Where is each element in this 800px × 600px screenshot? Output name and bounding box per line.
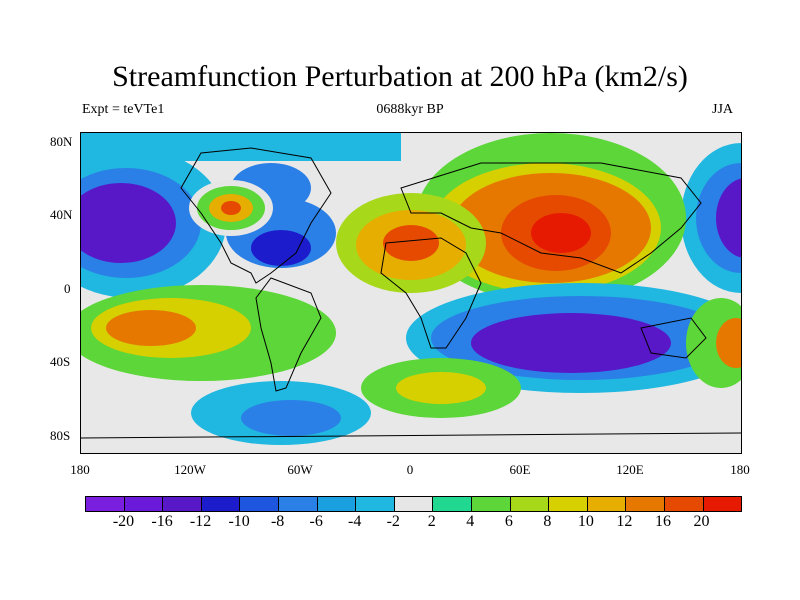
southern-ocean-high-core [716, 318, 741, 368]
lat-tick-80s: 80S [50, 428, 71, 443]
colorbar-swatch [549, 497, 588, 511]
colorbar-swatch [240, 497, 279, 511]
colorbar-label: -12 [189, 513, 212, 530]
colorbar-label: 16 [654, 513, 671, 530]
colorbar-swatch [163, 497, 202, 511]
colorbar-swatch [394, 497, 434, 511]
west-pacific-low-core [716, 178, 741, 258]
colorbar-swatch [664, 497, 704, 511]
lon-tick-120e: 120E [616, 462, 644, 477]
colorbar-label: 12 [616, 513, 633, 530]
colorbar-swatch [317, 497, 357, 511]
lon-tick-120w: 120W [174, 462, 206, 477]
coastlines [81, 147, 741, 439]
coast-australia [640, 317, 707, 359]
lon-tick-180e: 180 [730, 462, 750, 477]
lat-tick-40n: 40N [50, 207, 73, 222]
figure-title: Streamfunction Perturbation at 200 hPa (… [112, 60, 688, 93]
colorbar-label: -6 [309, 513, 323, 530]
colorbar-swatch [587, 497, 627, 511]
colorbar-label: 10 [577, 513, 594, 530]
southern-ocean-high [686, 298, 741, 388]
colorbar-label: -4 [348, 513, 362, 530]
lon-tick-60w: 60W [287, 462, 313, 477]
colorbar-label: -20 [112, 513, 135, 530]
saharan-high-core [383, 225, 439, 261]
eurasian-high-core [531, 213, 591, 253]
streamfunction-map [81, 133, 741, 453]
colorbar-swatch [278, 497, 318, 511]
time-label: 0688kyr BP [376, 102, 444, 117]
coast-south-america [255, 277, 322, 392]
lat-tick-80n: 80N [50, 134, 73, 149]
colorbar-swatch [356, 497, 395, 511]
season-label: JJA [712, 102, 734, 117]
colorbar-swatch [86, 497, 125, 511]
experiment-label: Expt = teVTe1 [82, 102, 165, 117]
colorbar-swatch [124, 497, 164, 511]
colorbar-label: -10 [228, 513, 250, 530]
south-atlantic-high-core [396, 372, 486, 404]
north-pacific-low-core [81, 183, 176, 263]
lon-tick-0: 0 [406, 462, 414, 477]
south-american-low-core [241, 400, 341, 436]
arctic-band [81, 133, 401, 161]
colorbar-label: -8 [270, 513, 285, 530]
colorbar-label: 6 [504, 513, 513, 530]
colorbar-label: -16 [151, 513, 173, 530]
lat-tick-40s: 40S [50, 354, 71, 369]
colorbar-swatch [626, 497, 665, 511]
coast-north-america [180, 147, 332, 284]
colorbar-label: -2 [386, 513, 400, 530]
lon-tick-180w: 180 [70, 462, 90, 477]
colorbar-label: 20 [693, 513, 710, 530]
south-indian-low-core [471, 313, 671, 373]
colorbar-swatch [201, 497, 241, 511]
lat-tick-0: 0 [64, 281, 71, 296]
coast-africa [380, 237, 482, 349]
colorbar-swatch [433, 497, 472, 511]
coast-antarctica [81, 432, 741, 439]
colorbar-swatch [471, 497, 511, 511]
colorbar-labels: -20 -16 -12 -10 -8 -6 -4 -2 2 4 6 8 10 1… [85, 513, 740, 535]
lon-tick-60e: 60E [509, 462, 531, 477]
colorbar-swatch [703, 497, 742, 511]
colorbar-label: 4 [466, 513, 475, 530]
colorbar-swatch [510, 497, 550, 511]
coast-eurasia [400, 162, 702, 274]
colorbar-label: 8 [543, 513, 552, 530]
colorbar [85, 496, 742, 512]
map-panel [80, 132, 742, 454]
eastern-us-low-core [251, 230, 311, 266]
south-pacific-high-core [106, 310, 196, 346]
colorbar-label: 2 [427, 513, 436, 530]
na-high-core [221, 201, 241, 215]
